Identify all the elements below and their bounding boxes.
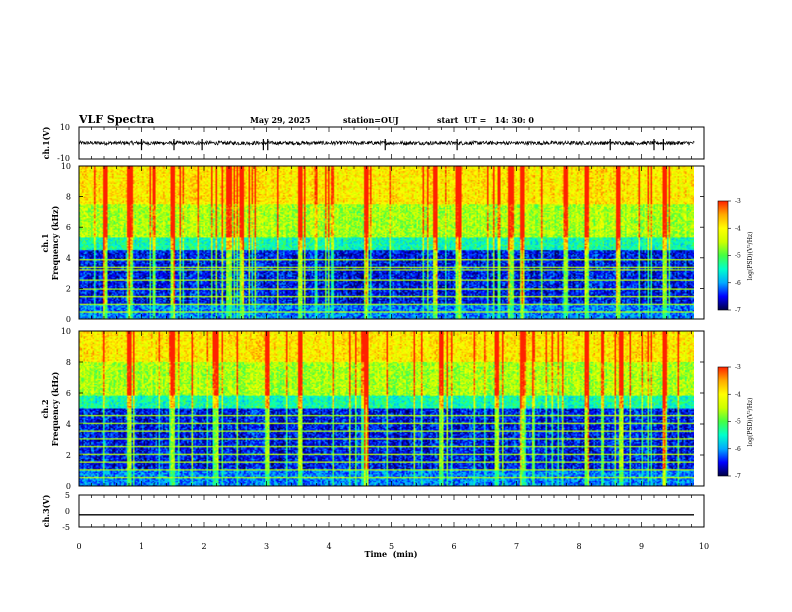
ch1-colorbar-tick-label: -6	[735, 280, 741, 287]
ch1-colorbar-tick-label: -5	[735, 253, 741, 260]
time-tick-label: 1	[139, 542, 144, 551]
ch2-colorbar-tick-label: -7	[735, 473, 741, 480]
ch2-colorbar-label: log(PSD)(V²/Hz)	[747, 398, 754, 447]
ch1-spectrogram-ytick-label: 10	[61, 162, 71, 171]
figure-title: VLF Spectra	[78, 113, 154, 126]
ch2-colorbar: -3 -4 -5 -6 -7 log(PSD)(V²/Hz)	[717, 364, 754, 480]
time-tick-label: 7	[514, 542, 519, 551]
ch2-spectrogram-ytick-label: 2	[66, 451, 71, 460]
ch2-spectrogram-ytick-label: 0	[66, 482, 71, 491]
ch3-ytick-0: 0	[65, 507, 70, 516]
time-tick-label: 2	[201, 542, 206, 551]
ch2-spectrogram-ylabel-channel: ch.2	[40, 399, 50, 418]
ch2-colorbar-ticks: -3 -4 -5 -6 -7	[728, 364, 741, 480]
time-tick-label: 0	[76, 542, 81, 551]
ch1-waveform-trace	[78, 139, 695, 151]
station-label: station=OUJ	[343, 115, 399, 125]
time-tick-label: 9	[639, 542, 644, 551]
ch2-colorbar-tick-label: -5	[735, 419, 741, 426]
ch2-colorbar-tick-label: -6	[735, 446, 741, 453]
start-ut-label: start UT = 14: 30: 0	[437, 115, 534, 125]
ch1-colorbar-scale	[717, 200, 729, 311]
ch1-spectrogram-panel: 0 2 4 6 8 10 ch.1 Frequency (kHz)	[40, 162, 705, 324]
ch2-spectrogram-yticks: 0 2 4 6 8 10	[61, 327, 704, 491]
ch1-spectrogram-image	[79, 166, 694, 319]
ch1-ytick-10: 10	[60, 123, 70, 132]
ch1-colorbar-ticks: -3 -4 -5 -6 -7	[728, 198, 741, 314]
ch1-waveform-ylabel: ch.1(V)	[41, 126, 51, 159]
ch1-waveform-line	[78, 139, 695, 147]
time-tick-label: 5	[389, 542, 394, 551]
ch1-colorbar-tick-label: -7	[735, 307, 741, 314]
time-tick-label: 8	[576, 542, 581, 551]
ch2-spectrogram-ylabel-frequency: Frequency (kHz)	[50, 371, 60, 446]
time-tick-label: 3	[264, 542, 269, 551]
time-axis-ticks	[78, 127, 705, 527]
ch2-colorbar-tick-label: -3	[735, 364, 741, 371]
ch2-spectrogram-image	[79, 331, 694, 486]
ch1-ytick-minus10: -10	[57, 154, 70, 163]
ch3-ytick-5: 5	[65, 491, 70, 500]
ch1-colorbar-tick-label: -3	[735, 198, 741, 205]
ch1-spectrogram-ytick-label: 8	[66, 193, 71, 202]
ch2-spectrogram-ytick-label: 6	[66, 389, 71, 398]
time-axis-label: Time (min)	[364, 549, 417, 559]
ch1-colorbar-label: log(PSD)(V²/Hz)	[747, 232, 754, 281]
ch3-waveform-ylabel: ch.3(V)	[41, 494, 51, 527]
ch2-spectrogram-panel: 0 2 4 6 8 10 ch.2 Frequency (kHz)	[40, 327, 705, 491]
ch1-spectrogram-ytick-label: 2	[66, 284, 71, 293]
date-label: May 29, 2025	[250, 115, 310, 125]
time-tick-label: 4	[326, 542, 331, 551]
ch1-spectrogram-ytick-label: 0	[66, 315, 71, 324]
time-axis-tick-labels: 0 1 2 3 4 5 6 7 8 9 10	[76, 542, 709, 551]
time-tick-label: 10	[699, 542, 709, 551]
ch1-colorbar: -3 -4 -5 -6 -7 log(PSD)(V²/Hz)	[717, 198, 754, 314]
ch2-spectrogram-ytick-label: 8	[66, 358, 71, 367]
ch1-spectrogram-ytick-label: 4	[66, 254, 71, 263]
ch2-colorbar-scale	[717, 366, 729, 477]
ch2-colorbar-tick-label: -4	[735, 391, 741, 398]
time-tick-label: 6	[451, 542, 456, 551]
ch2-spectrogram-ytick-label: 10	[61, 327, 71, 336]
ch1-colorbar-tick-label: -4	[735, 225, 741, 232]
ch1-spectrogram-ytick-label: 6	[66, 223, 71, 232]
ch3-ytick-minus5: -5	[62, 523, 70, 532]
ch1-spectrogram-ylabel-channel: ch.1	[40, 233, 50, 252]
ch1-spectrogram-yticks: 0 2 4 6 8 10	[61, 162, 704, 324]
ch2-spectrogram-ytick-label: 4	[66, 420, 71, 429]
ch1-spectrogram-ylabel-frequency: Frequency (kHz)	[50, 205, 60, 280]
